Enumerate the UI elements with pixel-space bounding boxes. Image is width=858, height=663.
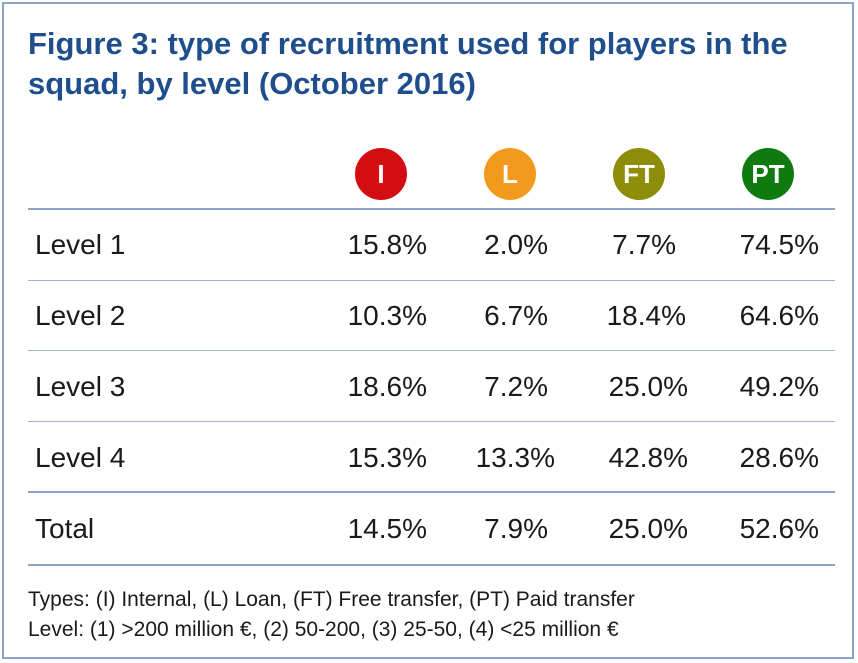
header-divider [28,208,835,210]
figure-title: Figure 3: type of recruitment used for p… [28,26,788,101]
cell-loan: 13.3% [475,442,555,473]
table-row-level-4: Level 4 15.3% 13.3% 42.8% 28.6% [0,423,858,493]
row-label: Level 2 [35,300,126,331]
row-divider [28,421,835,422]
column-badge-loan: L [484,148,536,200]
cell-paid-transfer: 28.6% [739,442,819,473]
cell-internal: 10.3% [347,300,427,331]
cell-loan: 7.9% [484,513,548,544]
cell-paid-transfer: 74.5% [739,229,819,260]
row-label: Level 4 [35,442,126,473]
column-badge-internal: I [355,148,407,200]
footnotes: Types: (I) Internal, (L) Loan, (FT) Free… [28,585,635,645]
cell-free-transfer: 25.0% [608,513,688,544]
cell-paid-transfer: 52.6% [739,513,819,544]
cell-paid-transfer: 49.2% [739,371,819,402]
cell-free-transfer: 7.7% [612,229,676,260]
table-bottom-rule [28,564,835,566]
table-row-level-3: Level 3 18.6% 7.2% 25.0% 49.2% [0,352,858,422]
cell-loan: 6.7% [484,300,548,331]
row-divider [28,350,835,351]
cell-internal: 18.6% [347,371,427,402]
cell-loan: 2.0% [484,229,548,260]
column-badge-paid-transfer: PT [742,148,794,200]
column-badge-free-transfer: FT [613,148,665,200]
row-label: Level 1 [35,229,126,260]
column-header-row: I L FT PT [0,148,858,200]
cell-free-transfer: 18.4% [606,300,686,331]
row-divider [28,280,835,281]
cell-internal: 15.3% [347,442,427,473]
table-row-level-2: Level 2 10.3% 6.7% 18.4% 64.6% [0,281,858,351]
cell-paid-transfer: 64.6% [739,300,819,331]
total-divider [28,491,835,493]
footnote-levels: Level: (1) >200 million €, (2) 50-200, (… [28,618,619,641]
row-label: Level 3 [35,371,126,402]
cell-free-transfer: 25.0% [608,371,688,402]
cell-internal: 14.5% [347,513,427,544]
table-row-level-1: Level 1 15.8% 2.0% 7.7% 74.5% [0,210,858,280]
row-label: Total [35,513,95,544]
footnote-types: Types: (I) Internal, (L) Loan, (FT) Free… [28,588,635,611]
cell-free-transfer: 42.8% [608,442,688,473]
cell-loan: 7.2% [484,371,548,402]
cell-internal: 15.8% [347,229,427,260]
table-row-total: Total 14.5% 7.9% 25.0% 52.6% [0,494,858,564]
